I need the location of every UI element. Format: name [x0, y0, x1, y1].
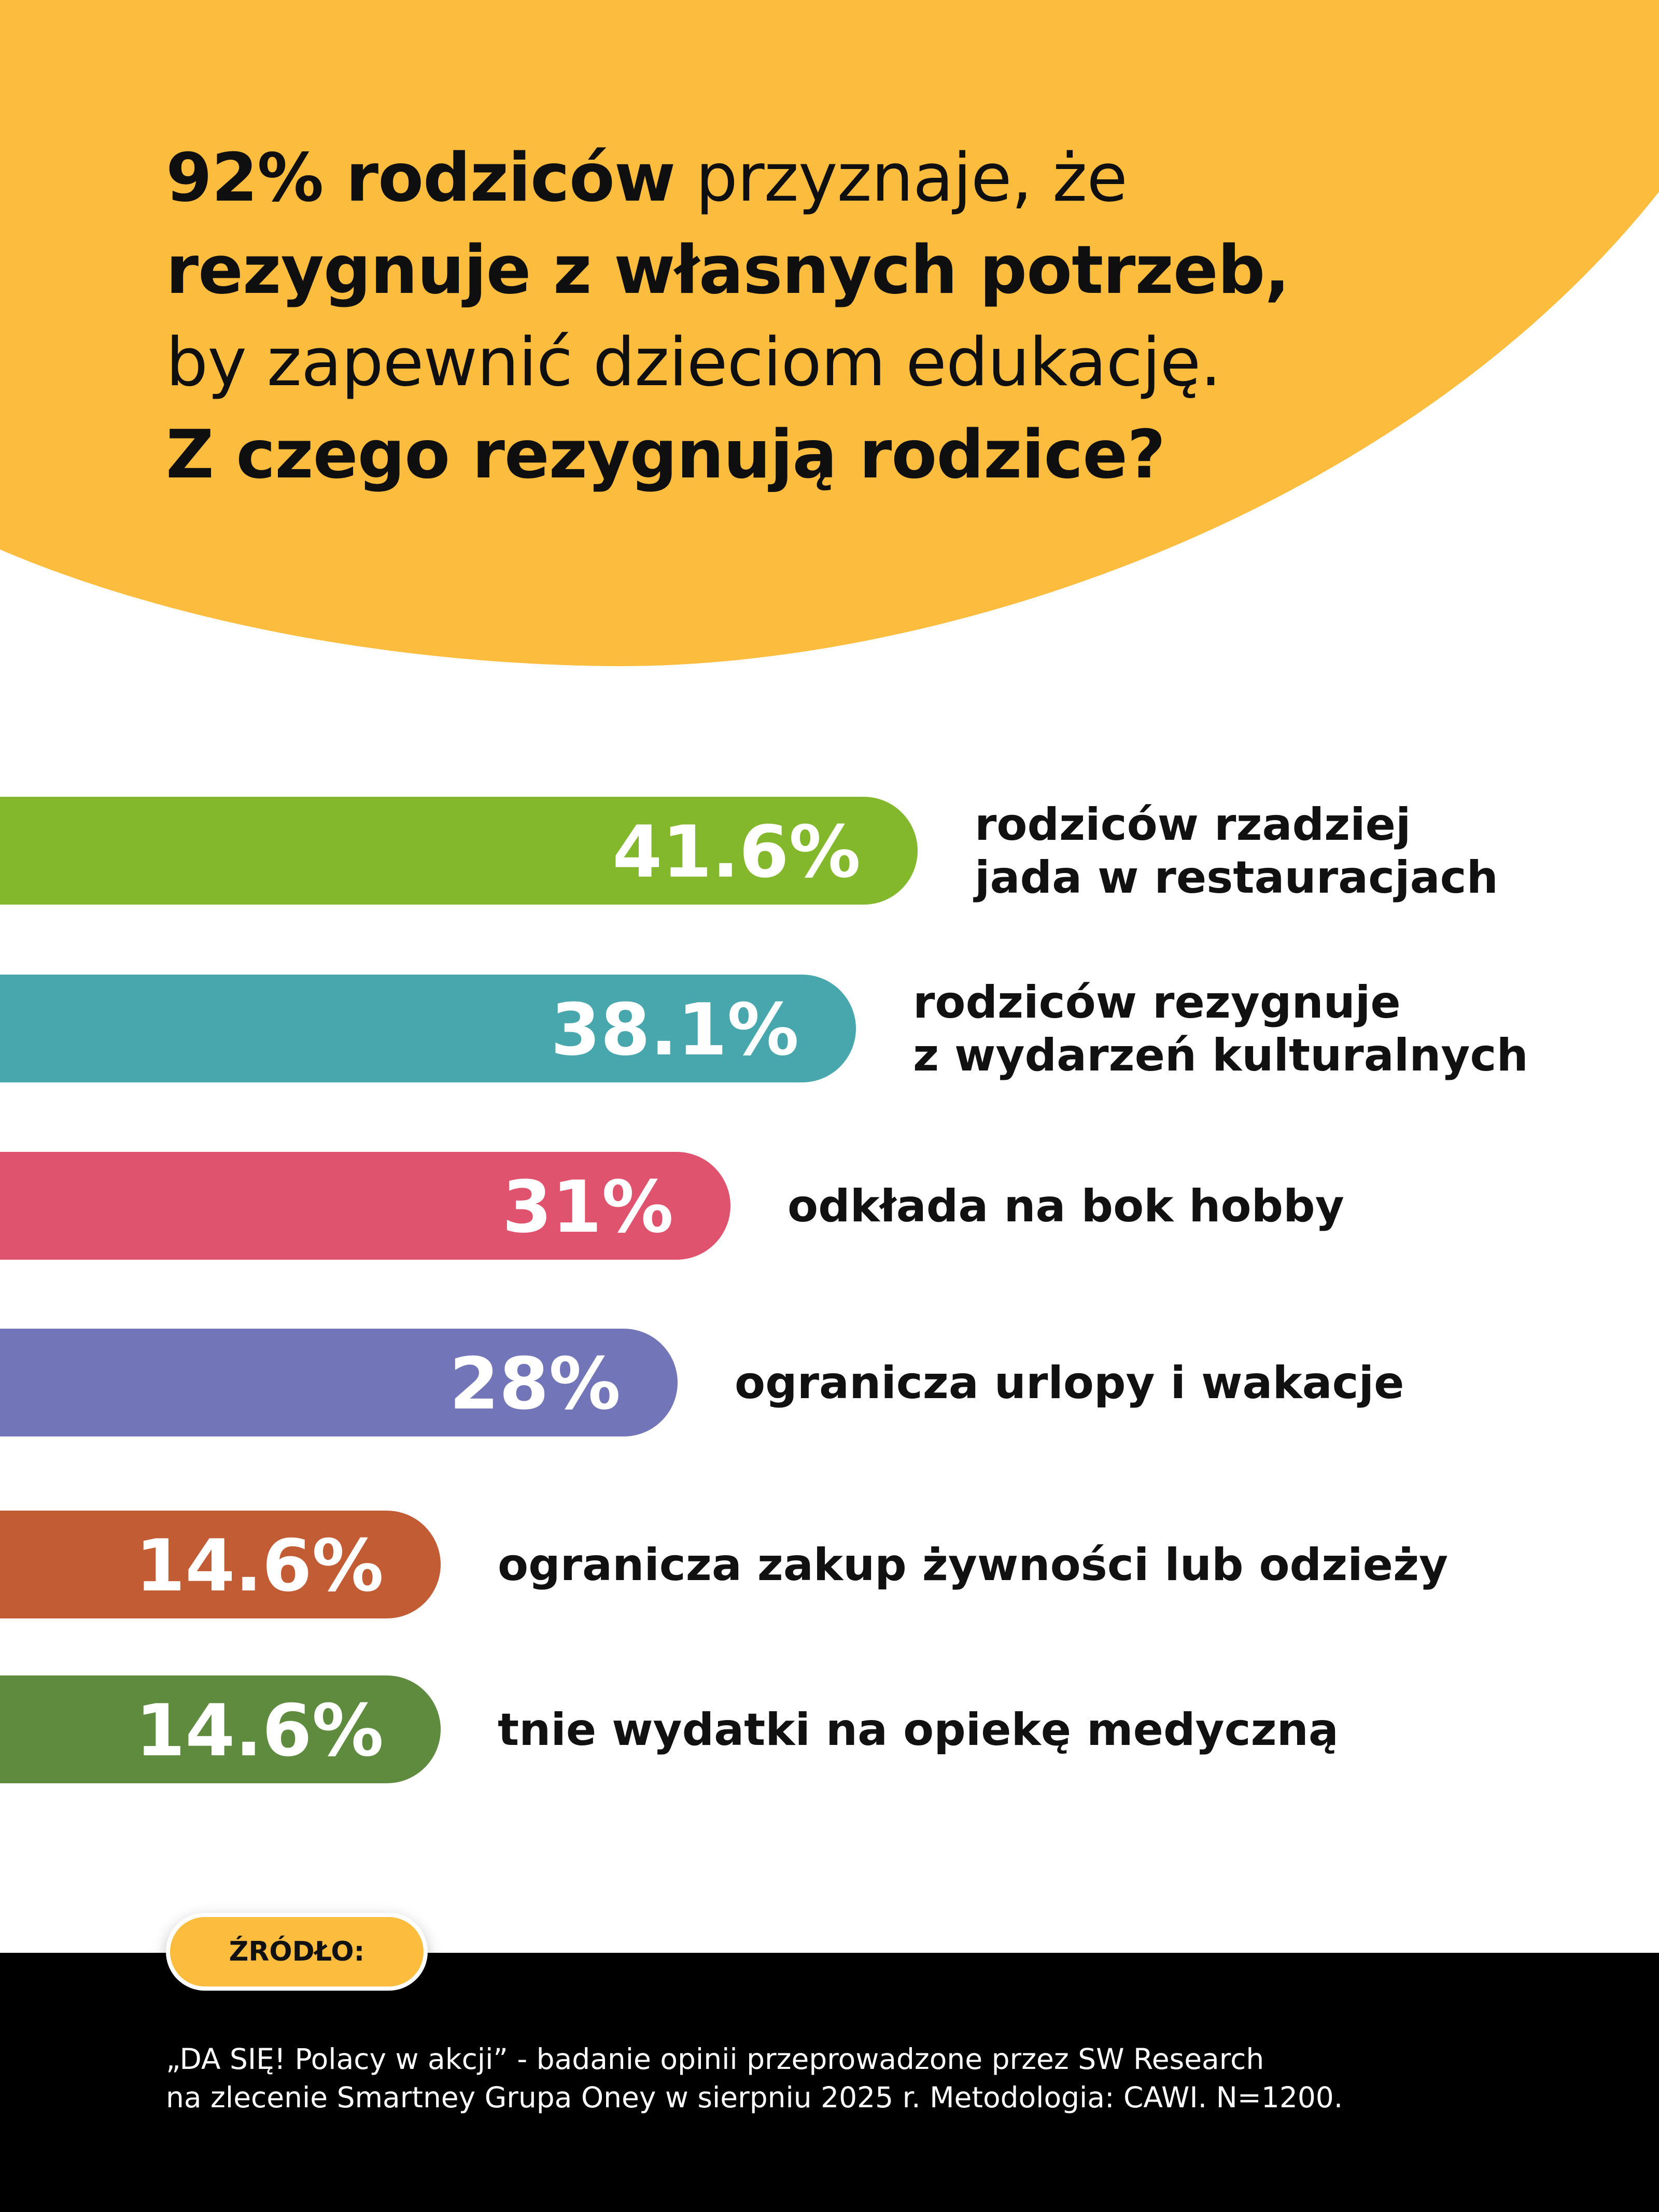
category-label: ogranicza zakup żywności lub odzieży	[498, 1539, 1448, 1591]
category-label: rodziców rzadziej	[975, 799, 1411, 851]
category-label: rodziców rezygnuje	[913, 977, 1401, 1028]
bar-value-label: 28%	[449, 1342, 621, 1426]
category-label: jada w restauracjach	[973, 852, 1498, 904]
bar	[0, 1329, 678, 1436]
source-line-2: na zlecenie Smartney Grupa Oney w sierpn…	[166, 2081, 1343, 2114]
headline-bold-1: 92% rodziców	[166, 139, 676, 217]
bar	[0, 797, 918, 905]
category-label: tnie wydatki na opiekę medyczną	[498, 1704, 1339, 1756]
yellow-header-blob	[0, 0, 1659, 667]
bar-value-label: 41.6%	[612, 810, 861, 894]
headline-normal-1: przyznaje, że	[675, 139, 1128, 217]
headline-normal-2: by zapewnić dzieciom edukację.	[166, 324, 1221, 401]
headline: 92% rodziców przyznaje, że rezygnuje z w…	[166, 132, 1462, 501]
bar-value-label: 14.6%	[135, 1524, 384, 1608]
bar	[0, 1152, 730, 1260]
source-badge: ŹRÓDŁO:	[166, 1913, 428, 1991]
category-label: z wydarzeń kulturalnych	[913, 1030, 1528, 1081]
source-line-1: „DA SIĘ! Polacy w akcji” - badanie opini…	[166, 2042, 1264, 2076]
category-label: odkłada na bok hobby	[788, 1180, 1344, 1232]
bar	[0, 1675, 441, 1783]
bar	[0, 1511, 441, 1618]
yellow-header-shape	[0, 0, 1659, 667]
category-label: ogranicza urlopy i wakacje	[735, 1357, 1404, 1409]
headline-question: Z czego rezygnują rodzice?	[166, 416, 1165, 494]
headline-bold-2: rezygnuje z własnych potrzeb,	[166, 232, 1290, 309]
bar-value-label: 38.1%	[551, 988, 799, 1072]
bar	[0, 975, 856, 1082]
bar-value-label: 31%	[502, 1165, 673, 1249]
footer	[0, 1953, 1659, 2212]
bar-value-label: 14.6%	[135, 1689, 384, 1772]
source-text: „DA SIĘ! Polacy w akcji” - badanie opini…	[166, 2040, 1514, 2117]
